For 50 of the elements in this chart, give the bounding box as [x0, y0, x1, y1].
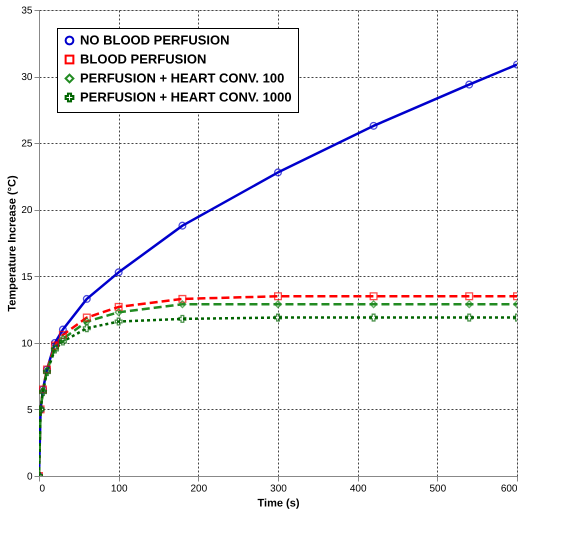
- point: [50, 338, 59, 347]
- point: [178, 294, 186, 303]
- y-tick-label: 30: [21, 72, 33, 84]
- x-tick-label: 500: [429, 484, 447, 494]
- point: [82, 314, 91, 322]
- point: [274, 292, 282, 300]
- point: [370, 292, 378, 300]
- point: [114, 268, 123, 276]
- point: [82, 294, 91, 303]
- point: [465, 80, 474, 89]
- point: [58, 326, 67, 334]
- point: [178, 300, 186, 308]
- point: [274, 168, 282, 176]
- point: [58, 338, 67, 346]
- point: [114, 302, 123, 311]
- point: [465, 292, 474, 300]
- point: [178, 222, 186, 230]
- x-tick-label: 600: [500, 484, 518, 494]
- point: [178, 314, 186, 323]
- point: [274, 314, 282, 322]
- y-tick-label: 15: [21, 272, 33, 283]
- point: [370, 122, 378, 130]
- point: [50, 342, 59, 350]
- x-tick-label: 300: [270, 484, 288, 494]
- point: [370, 300, 378, 308]
- point: [58, 330, 67, 339]
- point: [370, 314, 378, 322]
- point: [465, 300, 474, 308]
- legend-label: PERFUSION + HEART CONV. 1000: [80, 90, 292, 104]
- point: [82, 324, 91, 332]
- y-tick-label: 25: [21, 138, 33, 150]
- y-tick-label: 10: [21, 338, 33, 350]
- y-tick-label: 20: [21, 205, 33, 216]
- y-tick-label: 0: [26, 472, 33, 482]
- x-axis-title: Time (s): [258, 498, 300, 510]
- x-tick-label: 200: [190, 484, 208, 494]
- point: [114, 318, 123, 326]
- point: [58, 334, 67, 343]
- legend-label: PERFUSION + HEART CONV. 100: [80, 70, 284, 86]
- legend-label: BLOOD PERFUSION: [80, 52, 206, 66]
- x-tick-label: 0: [40, 484, 46, 494]
- x-tick-label: 400: [350, 484, 367, 494]
- x-tick-label: 100: [110, 484, 128, 494]
- y-axis-title: Temperature Increase (°C): [6, 175, 18, 312]
- y-tick-label: 35: [21, 6, 33, 16]
- point: [465, 314, 474, 322]
- y-tick-label: 5: [26, 404, 33, 416]
- legend-label: NO BLOOD PERFUSION: [80, 32, 230, 48]
- point: [82, 318, 91, 326]
- point: [114, 308, 123, 316]
